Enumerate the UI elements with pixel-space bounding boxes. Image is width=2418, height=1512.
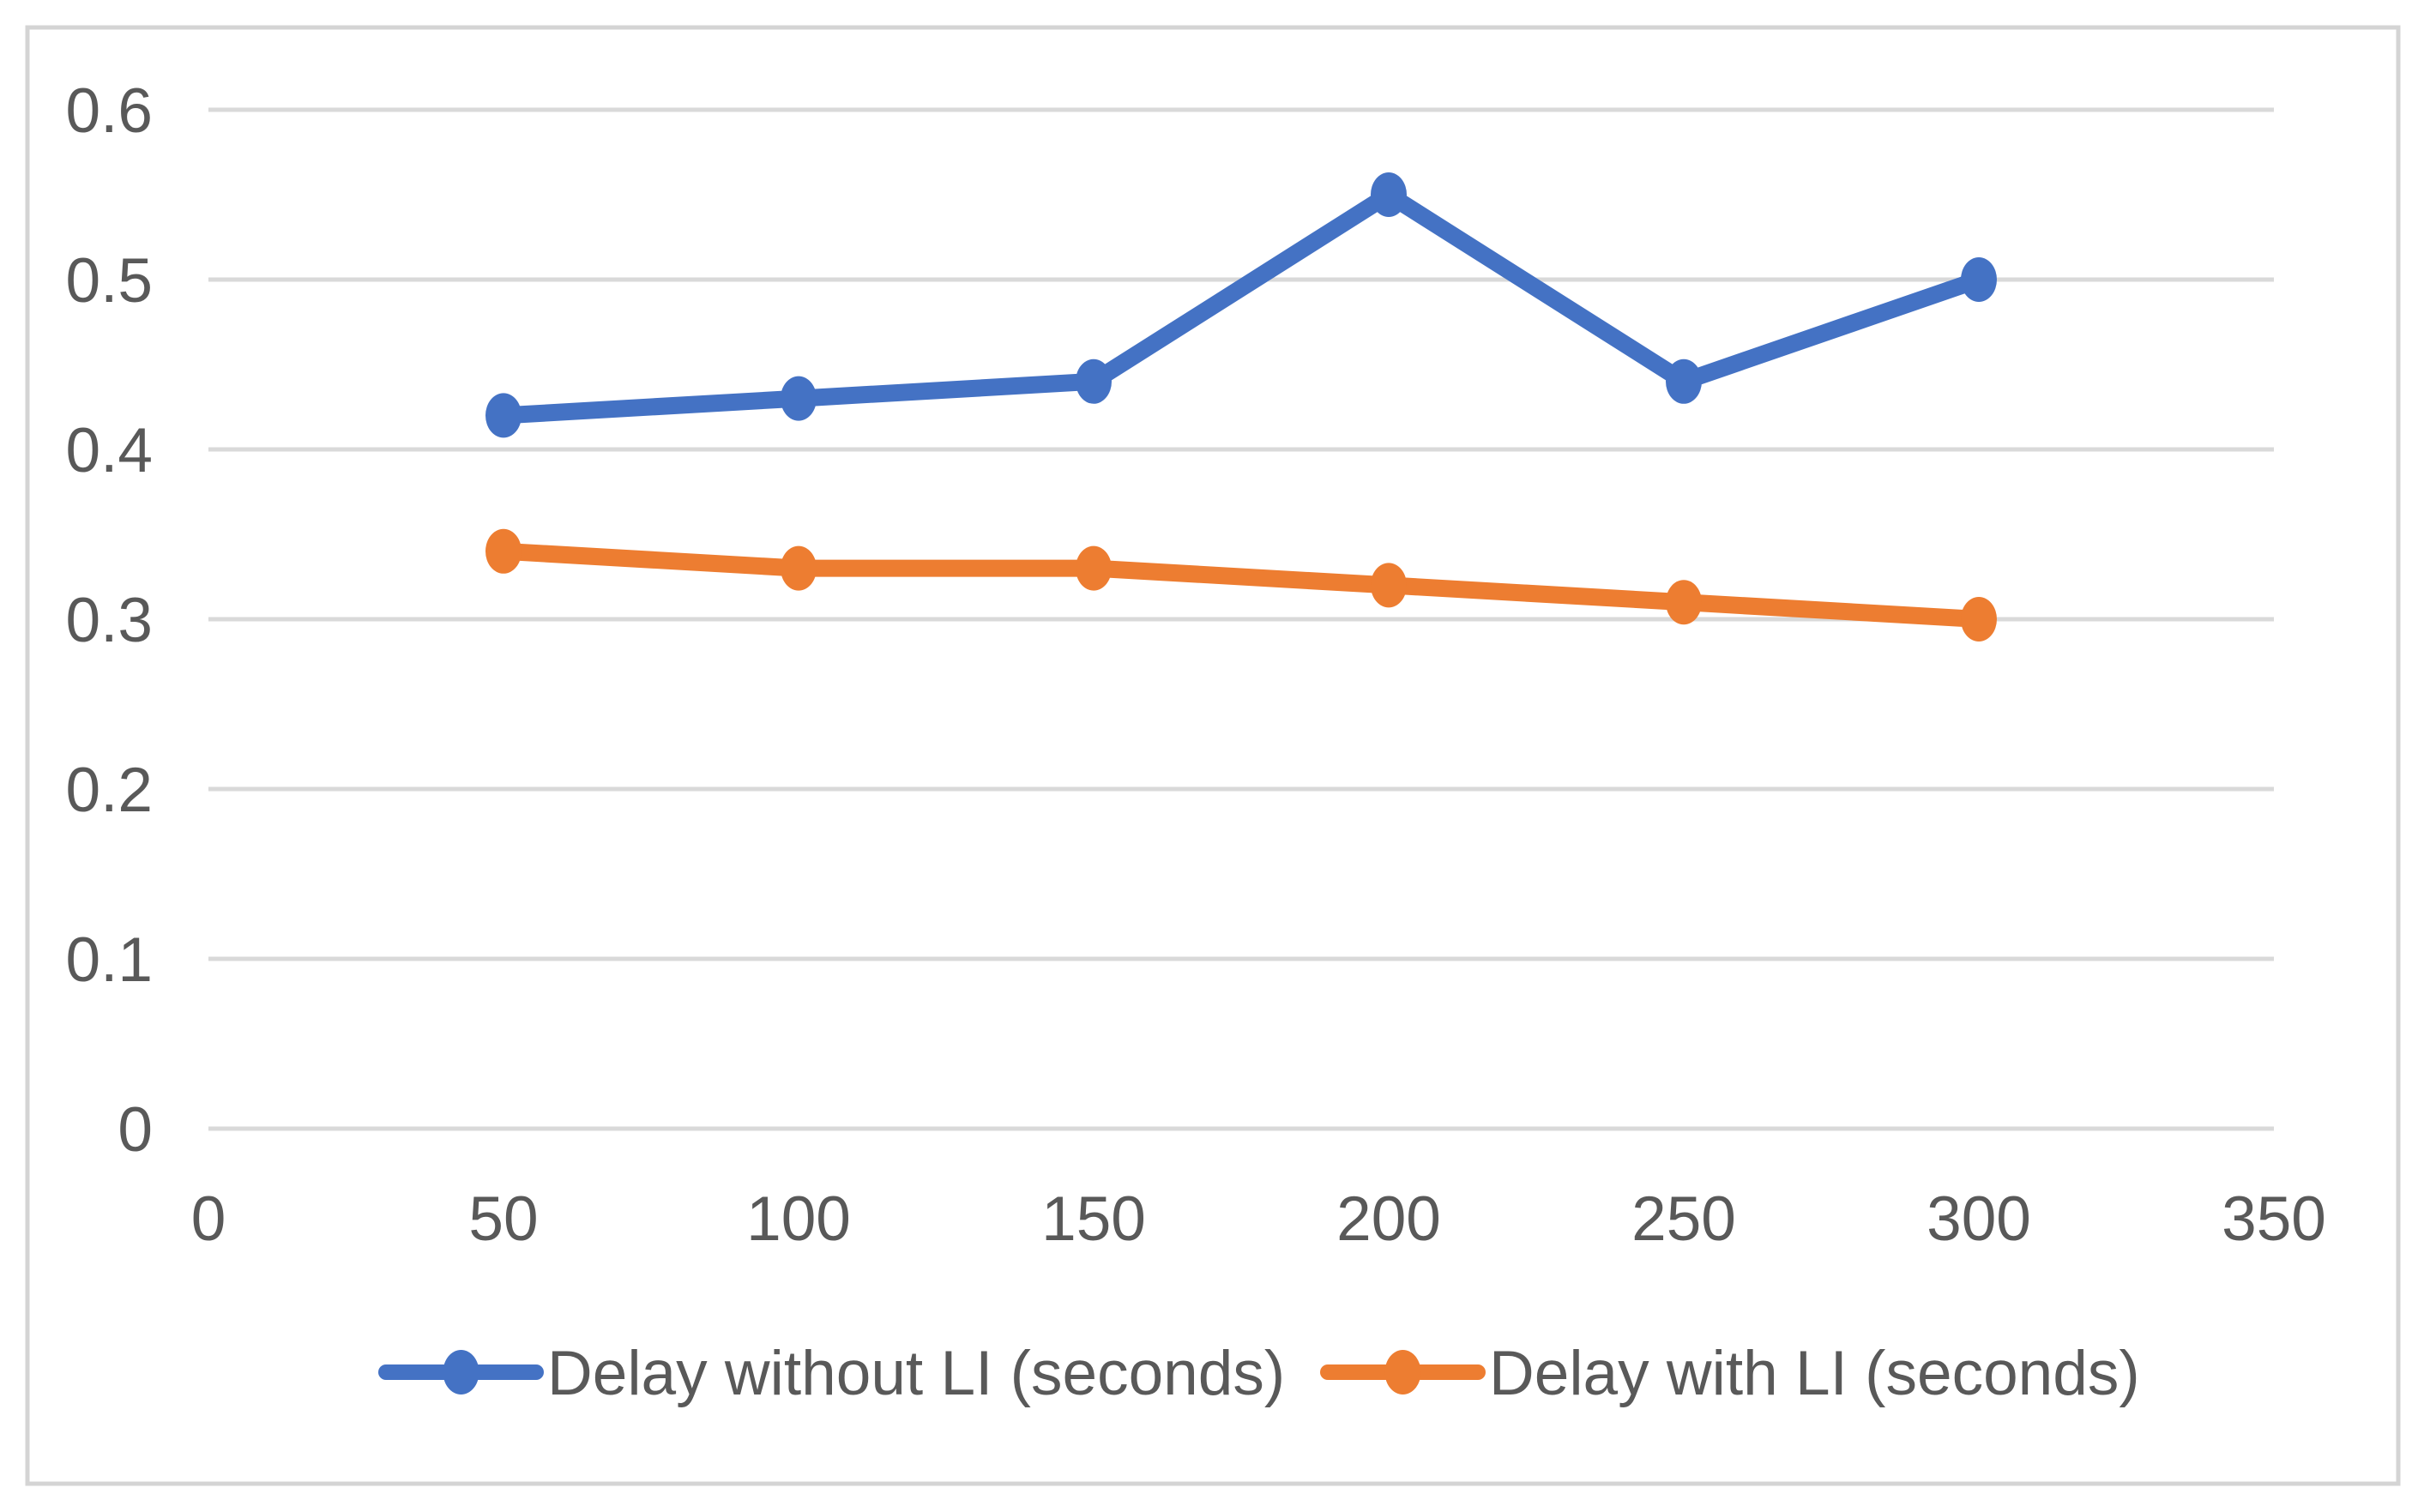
x-tick-label: 0	[191, 1184, 226, 1254]
figure-border	[25, 25, 2401, 1486]
x-tick-label: 350	[2222, 1184, 2326, 1254]
data-point-marker	[1076, 545, 1112, 591]
data-point-marker	[1666, 358, 1702, 404]
y-tick-label: 0.1	[66, 925, 153, 995]
data-point-marker	[485, 393, 522, 438]
legend-marker-icon	[1384, 1350, 1421, 1395]
x-tick-label: 200	[1336, 1184, 1441, 1254]
x-tick-label: 250	[1631, 1184, 1736, 1254]
legend-label: Delay without LI (seconds)	[547, 1339, 1285, 1408]
series-delay-with-li	[485, 528, 1997, 642]
data-point-marker	[1371, 172, 1407, 217]
data-point-marker	[485, 528, 522, 574]
legend-marker-icon	[443, 1350, 479, 1395]
y-tick-label: 0.5	[66, 246, 153, 316]
data-point-marker	[1666, 580, 1702, 625]
y-tick-label: 0	[118, 1095, 153, 1165]
y-tick-label: 0.4	[66, 416, 153, 485]
y-tick-label: 0.3	[66, 586, 153, 655]
series-line	[495, 542, 1987, 628]
series-delay-without-li	[485, 172, 1997, 438]
data-point-marker	[781, 376, 817, 421]
x-tick-label: 50	[468, 1184, 538, 1254]
legend-item: Delay without LI (seconds)	[378, 1339, 1285, 1408]
legend-label: Delay with LI (seconds)	[1489, 1339, 2140, 1408]
data-point-marker	[1961, 257, 1997, 302]
y-tick-label: 0.6	[66, 76, 153, 146]
legend: Delay without LI (seconds) Delay with LI …	[378, 1339, 2140, 1408]
x-tick-label: 100	[746, 1184, 851, 1254]
x-tick-label: 150	[1041, 1184, 1146, 1254]
x-tick-label: 300	[1927, 1184, 2031, 1254]
data-point-marker	[1076, 358, 1112, 404]
series-line	[495, 186, 1987, 425]
legend-item: Delay with LI (seconds)	[1320, 1339, 2140, 1408]
data-point-marker	[1371, 563, 1407, 608]
data-point-marker	[781, 545, 817, 591]
data-point-marker	[1961, 597, 1997, 642]
y-tick-label: 0.2	[66, 756, 153, 825]
